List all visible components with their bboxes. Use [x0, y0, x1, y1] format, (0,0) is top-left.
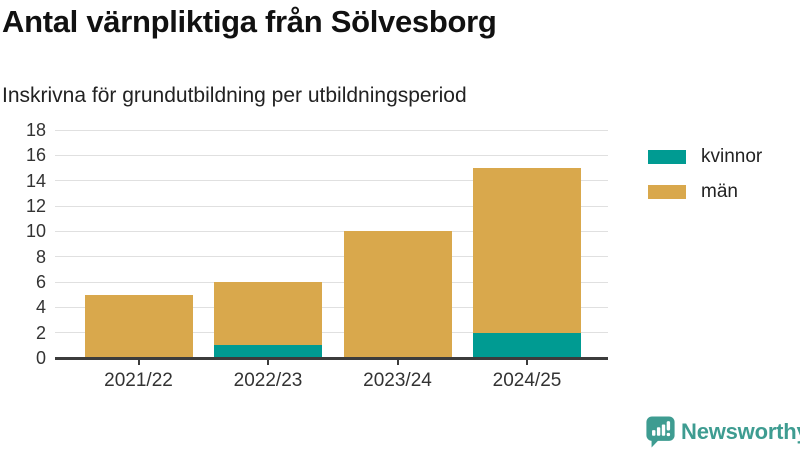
x-axis-label: 2024/25 [492, 370, 562, 391]
gridline [55, 205, 608, 207]
x-axis-label: 2023/24 [363, 370, 432, 391]
newsworthy-logo[interactable]: Newsworthy [645, 415, 800, 448]
x-axis-tick [267, 359, 269, 365]
chart-subtitle: Inskrivna för grundutbildning per utbild… [2, 84, 467, 107]
bar-segment-män-2024/25 [473, 168, 581, 333]
y-axis-tick-label: 14 [25, 170, 46, 191]
gridline [55, 256, 608, 258]
chart-title: Antal värnpliktiga från Sölvesborg [2, 4, 497, 39]
y-axis-tick-label: 2 [35, 322, 46, 343]
gridline [55, 154, 608, 156]
bar-segment-män-2023/24 [343, 231, 452, 358]
y-axis-tick-label: 4 [35, 297, 46, 318]
x-axis-tick [137, 359, 140, 365]
legend: kvinnor män [648, 146, 762, 216]
x-axis-tick [396, 359, 399, 365]
legend-item-män: män [648, 181, 762, 203]
gridline [55, 281, 608, 283]
plot-area: 0 2 4 6 8 10 12 14 16 18 2021/22 2022/23 2023/24 2024… [26, 120, 608, 391]
y-axis-tick-label: 16 [25, 145, 46, 166]
gridline [55, 306, 608, 308]
bar-segment-kvinnor-2022/23 [214, 345, 322, 358]
gridline [55, 129, 608, 131]
x-axis-tick [526, 359, 528, 365]
y-axis-tick-label: 0 [35, 348, 46, 368]
y-axis-tick-label: 12 [25, 196, 46, 216]
gridline [55, 230, 608, 232]
gridline [55, 332, 608, 334]
y-axis-tick-label: 18 [25, 120, 46, 140]
legend-swatch-kvinnor [648, 150, 686, 164]
bar-chart-speech-bubble-icon [646, 416, 675, 448]
legend-label: män [701, 181, 738, 202]
y-axis-tick-label: 8 [35, 246, 46, 267]
bar-segment-män-2021/22 [84, 294, 193, 358]
bar-segment-män-2022/23 [214, 282, 322, 346]
legend-label: kvinnor [701, 146, 763, 167]
newsworthy-logo-text: Newsworthy [681, 418, 800, 444]
x-axis-label: 2022/23 [233, 370, 303, 391]
x-axis-label: 2021/22 [104, 370, 173, 391]
legend-item-kvinnor: kvinnor [648, 146, 762, 168]
gridline [55, 180, 608, 182]
x-axis-line [55, 357, 608, 360]
y-axis-tick-label: 6 [35, 272, 46, 292]
legend-swatch-män [648, 185, 686, 199]
bar-segment-kvinnor-2024/25 [473, 332, 581, 358]
y-axis-tick-label: 10 [25, 221, 46, 242]
